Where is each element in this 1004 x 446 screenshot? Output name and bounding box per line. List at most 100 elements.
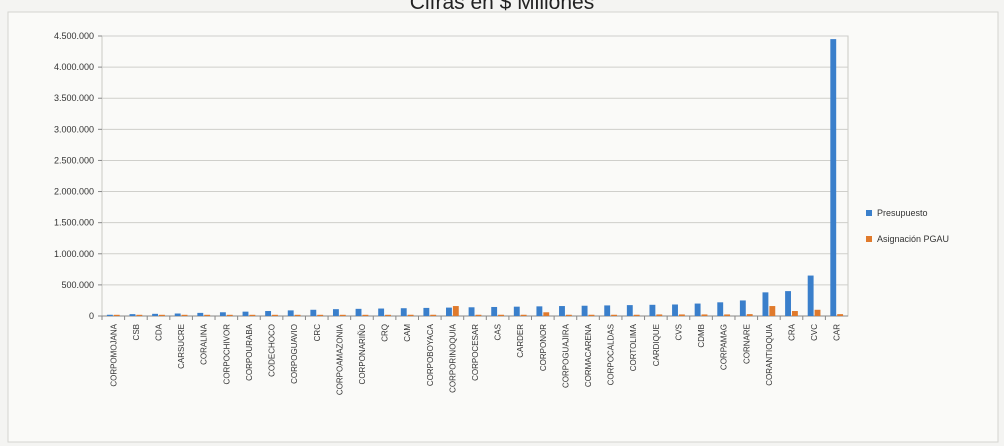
x-tick-label: CORPOMOJANA (109, 323, 118, 386)
x-tick-label: CORPONOR (539, 324, 548, 371)
y-tick-label: 500.000 (61, 280, 94, 290)
bar-presupuesto-20 (536, 306, 543, 316)
bar-presupuesto-32 (807, 275, 814, 316)
x-tick-label: CARDER (516, 324, 525, 358)
x-tick-label: CAM (403, 324, 412, 342)
bar-presupuesto-18 (491, 306, 498, 316)
x-tick-label: CORANTIOQUIA (765, 323, 774, 385)
x-tick-label: CORPOGUAVIO (290, 324, 299, 384)
x-tick-label: CORPAMAG (720, 324, 729, 370)
y-tick-label: 2.500.000 (54, 155, 94, 165)
bar-presupuesto-8 (265, 311, 272, 316)
x-tick-label: CARDIQUE (652, 324, 661, 366)
bar-asignacion-27 (701, 314, 708, 316)
bars (106, 39, 844, 316)
bar-presupuesto-3 (152, 313, 159, 316)
x-tick-label: CORPOCESAR (471, 324, 480, 381)
x-tick-label: CSB (132, 324, 141, 340)
bar-asignacion-11 (339, 314, 346, 316)
bar-asignacion-14 (407, 314, 414, 316)
x-tick-label: CORPOGUAJIRA (561, 323, 570, 388)
legend: Presupuesto Asignación PGAU (866, 208, 949, 244)
bar-presupuesto-24 (626, 305, 633, 316)
y-tick-label: 1.000.000 (54, 249, 94, 259)
x-tick-label: CVS (674, 324, 683, 340)
chart-frame (7, 11, 999, 443)
bar-asignacion-3 (159, 314, 165, 316)
bar-asignacion-26 (678, 314, 685, 316)
x-tick-label: CRC (313, 324, 322, 342)
bar-presupuesto-9 (287, 310, 294, 316)
bar-presupuesto-21 (559, 306, 565, 316)
bar-asignacion-13 (385, 314, 391, 316)
x-tick-label: CORPOCHIVOR (222, 324, 231, 385)
x-tick-label: CORPOCALDAS (607, 324, 616, 385)
bar-presupuesto-1 (106, 314, 113, 316)
x-tick-label: CDA (155, 323, 164, 341)
x-tick-label: CVC (810, 324, 819, 341)
bar-asignacion-28 (724, 314, 731, 316)
bar-asignacion-2 (136, 314, 143, 316)
x-axis-labels: CORPOMOJANA CSB CDA CARSUCRE CORALINA CORPOCH… (109, 323, 841, 395)
bar-presupuesto-19 (513, 306, 520, 316)
bar-presupuesto-10 (310, 309, 317, 316)
bar-presupuesto-25 (649, 304, 656, 316)
bar-presupuesto-15 (423, 307, 430, 316)
x-tick-label: CAR (833, 324, 842, 341)
x-tick-label: CRA (787, 323, 796, 341)
x-tick-label: CDMB (697, 324, 706, 348)
bar-asignacion-25 (656, 314, 663, 316)
bar-asignacion-33 (837, 314, 844, 316)
bar-asignacion-9 (294, 314, 301, 316)
bar-presupuesto-28 (717, 302, 724, 316)
bar-asignacion-4 (181, 314, 188, 316)
bar-presupuesto-5 (197, 312, 204, 316)
legend-swatch-2 (866, 236, 872, 242)
bar-presupuesto-27 (694, 303, 701, 316)
bar-asignacion-12 (362, 314, 369, 316)
bar-presupuesto-2 (129, 314, 136, 316)
x-tick-label: CORPOURABA (245, 323, 254, 381)
x-tick-label: CORPONARIÑO (358, 324, 367, 384)
bar-presupuesto-6 (219, 312, 226, 316)
x-tick-label: CORPOBOYACA (426, 323, 435, 386)
bar-presupuesto-17 (468, 307, 475, 316)
x-tick-label: CORPORINOQUIA (448, 323, 457, 393)
x-tick-label: CORNARE (742, 324, 751, 364)
bar-presupuesto-11 (332, 309, 339, 316)
bar-asignacion-21 (565, 314, 572, 316)
x-tick-label: CRQ (381, 324, 390, 342)
bar-presupuesto-31 (785, 291, 791, 316)
bar-presupuesto-16 (446, 307, 452, 316)
bar-asignacion-24 (633, 314, 640, 316)
x-tick-label: CODECHOCO (268, 324, 277, 377)
bar-asignacion-29 (746, 314, 753, 316)
x-tick-label: CORMACARENA (584, 323, 593, 387)
bar-presupuesto-12 (355, 308, 362, 316)
bar-asignacion-18 (498, 314, 504, 316)
x-tick-label: CORALINA (200, 323, 209, 365)
bar-asignacion-10 (317, 314, 324, 316)
bar-asignacion-1 (113, 314, 120, 316)
bar-asignacion-20 (543, 312, 550, 316)
bar-presupuesto-13 (378, 308, 385, 316)
chart-title: Cifras en $ Millones (410, 0, 594, 14)
legend-label-2: Asignación PGAU (877, 234, 949, 244)
bar-asignacion-8 (272, 314, 278, 316)
bar-presupuesto-4 (174, 313, 181, 316)
y-tick-label: 4.500.000 (54, 31, 94, 41)
bar-asignacion-19 (520, 314, 527, 316)
bar-asignacion-30 (769, 306, 776, 316)
y-tick-label: 3.500.000 (54, 93, 94, 103)
y-tick-label: 0 (89, 311, 94, 321)
bar-asignacion-23 (611, 314, 618, 316)
bar-presupuesto-22 (581, 305, 588, 316)
bar-asignacion-22 (588, 314, 595, 316)
y-tick-label: 1.500.000 (54, 218, 94, 228)
bar-asignacion-16 (452, 306, 459, 316)
x-tick-label: CORTOLIMA (629, 323, 638, 371)
y-axis: 4.500.000 4.000.000 3.500.000 3.000.000 2.50… (54, 31, 848, 321)
bar-presupuesto-26 (672, 304, 678, 316)
bar-presupuesto-30 (762, 292, 769, 316)
